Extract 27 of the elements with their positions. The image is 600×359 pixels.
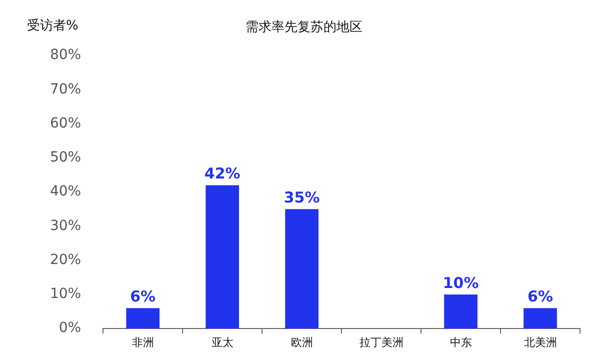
data-label: 10% (442, 274, 479, 292)
y-tick-label: 40% (50, 184, 82, 200)
chart-title: 需求率先复苏的地区 (246, 19, 362, 36)
y-tick-label: 10% (50, 286, 82, 302)
y-axis-title: 受访者% (27, 17, 78, 34)
x-tick-label: 北美洲 (524, 336, 557, 350)
y-tick-label: 0% (58, 320, 82, 336)
y-tick-label: 80% (50, 47, 82, 64)
x-tick-label: 中东 (450, 336, 472, 350)
x-tick-label: 拉丁美洲 (359, 336, 404, 350)
x-tick-label: 欧洲 (290, 336, 313, 350)
y-tick-label: 70% (50, 81, 82, 98)
y-tick-label: 20% (50, 252, 82, 268)
data-label: 6% (130, 288, 156, 306)
data-label: 35% (284, 188, 320, 207)
x-tick-label: 亚太 (211, 336, 234, 350)
y-tick-label: 60% (50, 115, 82, 132)
x-tick-label: 非洲 (132, 336, 154, 350)
y-tick-label: 50% (50, 150, 82, 166)
bar (285, 209, 319, 329)
bar (444, 294, 478, 329)
y-tick-label: 30% (50, 218, 82, 234)
bar (126, 308, 160, 329)
bar (206, 185, 240, 329)
bar (524, 308, 557, 329)
data-label: 6% (528, 288, 553, 306)
data-label: 42% (204, 164, 240, 183)
